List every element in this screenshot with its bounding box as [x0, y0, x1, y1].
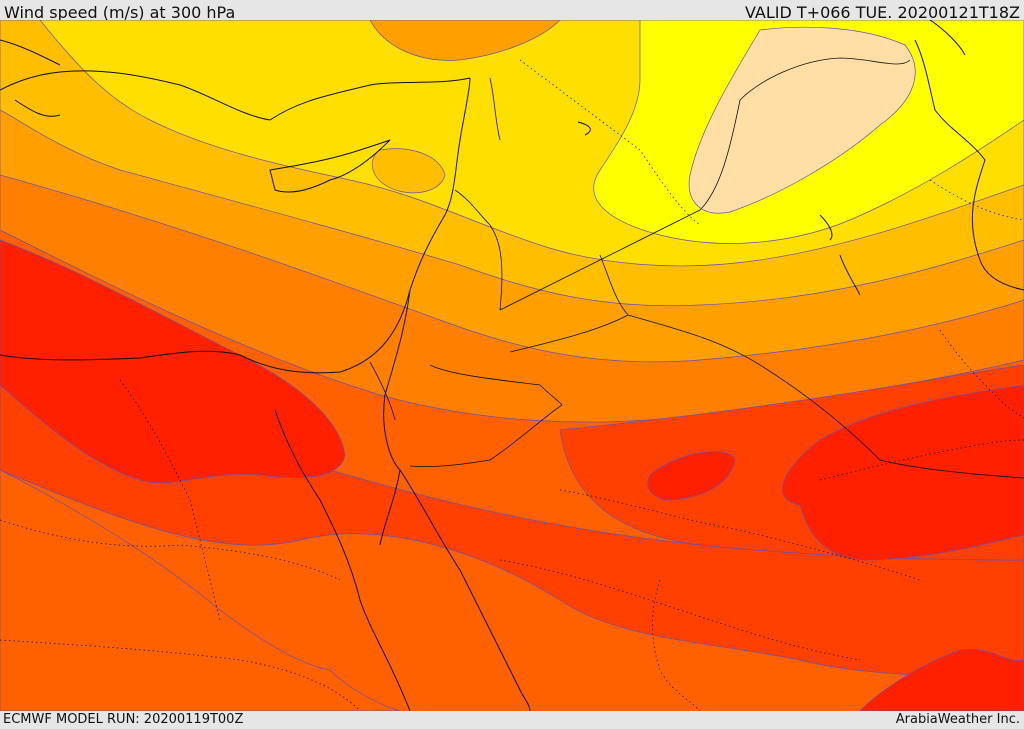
band-ff2000 — [0, 239, 346, 484]
header-bar: Wind speed (m/s) at 300 hPa VALID T+066 … — [0, 0, 1024, 22]
map-title: Wind speed (m/s) at 300 hPa — [4, 3, 236, 22]
band-ff6000-southwest — [0, 469, 401, 711]
wind-speed-map — [0, 20, 1024, 711]
footer-bar: ECMWF MODEL RUN: 20200119T00Z ArabiaWeat… — [0, 711, 1024, 729]
borders — [369, 57, 1024, 479]
band-ff2000-blob — [647, 451, 736, 501]
band-ffbf00-islet — [372, 148, 446, 194]
band-ff2000-east — [782, 384, 1024, 561]
band-ffdfa6 — [688, 26, 916, 214]
provider-credit: ArabiaWeather Inc. — [895, 712, 1020, 727]
province-lines — [0, 59, 1024, 711]
band-ff2000-southeast — [859, 648, 1024, 711]
coastlines — [0, 20, 1024, 711]
valid-time: VALID T+066 TUE. 20200121T18Z — [744, 3, 1020, 22]
band-ff9f00-islet — [369, 20, 561, 61]
model-run: ECMWF MODEL RUN: 20200119T00Z — [3, 712, 244, 727]
